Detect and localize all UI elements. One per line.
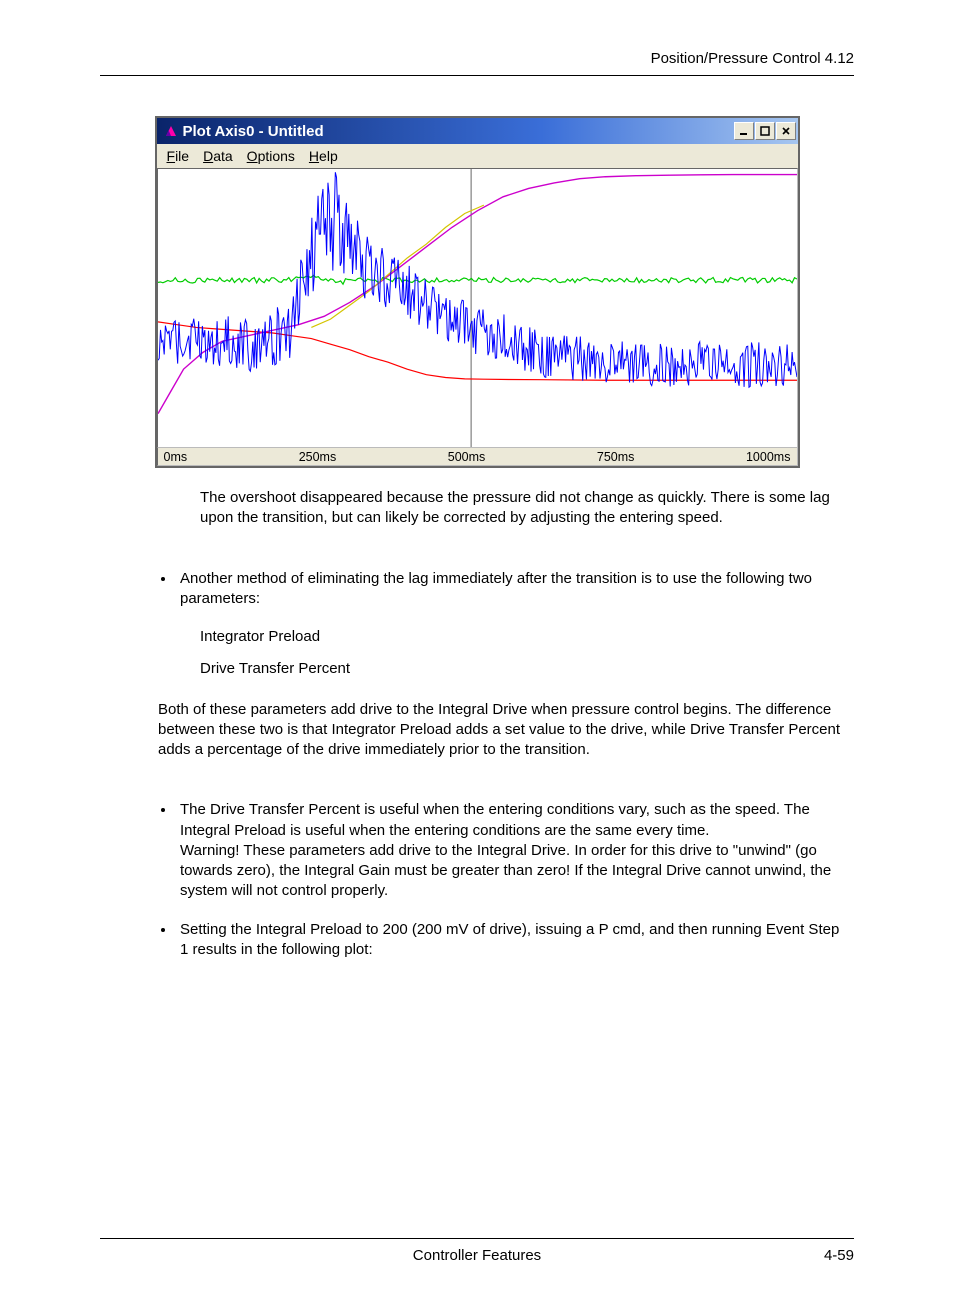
paragraph: Both of these parameters add drive to th… <box>158 700 844 761</box>
titlebar[interactable]: Plot Axis0 - Untitled <box>157 118 798 144</box>
plot-area <box>157 168 798 448</box>
window-title: Plot Axis0 - Untitled <box>183 123 733 140</box>
menu-help-rest: elp <box>319 148 338 164</box>
maximize-button[interactable] <box>755 122 775 140</box>
xaxis-tick: 750ms <box>597 450 635 464</box>
header-rule <box>100 75 854 76</box>
menu-options-rest: ptions <box>258 148 295 164</box>
xaxis-tick: 500ms <box>448 450 486 464</box>
param-line: Integrator Preload <box>200 627 854 647</box>
bullet-item: The Drive Transfer Percent is useful whe… <box>176 800 844 901</box>
xaxis-tick: 250ms <box>299 450 337 464</box>
close-button[interactable] <box>776 122 796 140</box>
bullet-list-1: Another method of eliminating the lag im… <box>176 569 844 610</box>
menu-data-rest: ata <box>213 148 232 164</box>
footer-page: 4-59 <box>794 1247 854 1264</box>
menu-options[interactable]: Options <box>247 148 295 164</box>
footer: Controller Features 4-59 <box>100 1239 854 1264</box>
xaxis-tick: 1000ms <box>746 450 790 464</box>
menubar: File Data Options Help <box>157 144 798 168</box>
menu-file[interactable]: File <box>167 148 190 164</box>
plot-window: Plot Axis0 - Untitled File Data Options … <box>155 116 800 468</box>
bullet-item: Another method of eliminating the lag im… <box>176 569 844 610</box>
bullet-item: Setting the Integral Preload to 200 (200… <box>176 920 844 961</box>
menu-help[interactable]: Help <box>309 148 338 164</box>
param-line: Drive Transfer Percent <box>200 659 854 679</box>
bullet-list-2: The Drive Transfer Percent is useful whe… <box>176 800 844 960</box>
window-buttons <box>733 122 796 140</box>
menu-data[interactable]: Data <box>203 148 233 164</box>
xaxis-tick: 0ms <box>164 450 188 464</box>
minimize-button[interactable] <box>734 122 754 140</box>
menu-file-rest: ile <box>175 148 189 164</box>
footer-center: Controller Features <box>160 1247 794 1264</box>
xaxis-bar: 0ms 250ms 500ms 750ms 1000ms <box>157 448 798 466</box>
app-icon <box>163 123 179 139</box>
document-page: Position/Pressure Control 4.12 Plot Axis… <box>0 0 954 1304</box>
caption-text: The overshoot disappeared because the pr… <box>200 488 844 529</box>
plot-svg <box>158 169 797 447</box>
header-section-label: Position/Pressure Control 4.12 <box>100 50 854 75</box>
